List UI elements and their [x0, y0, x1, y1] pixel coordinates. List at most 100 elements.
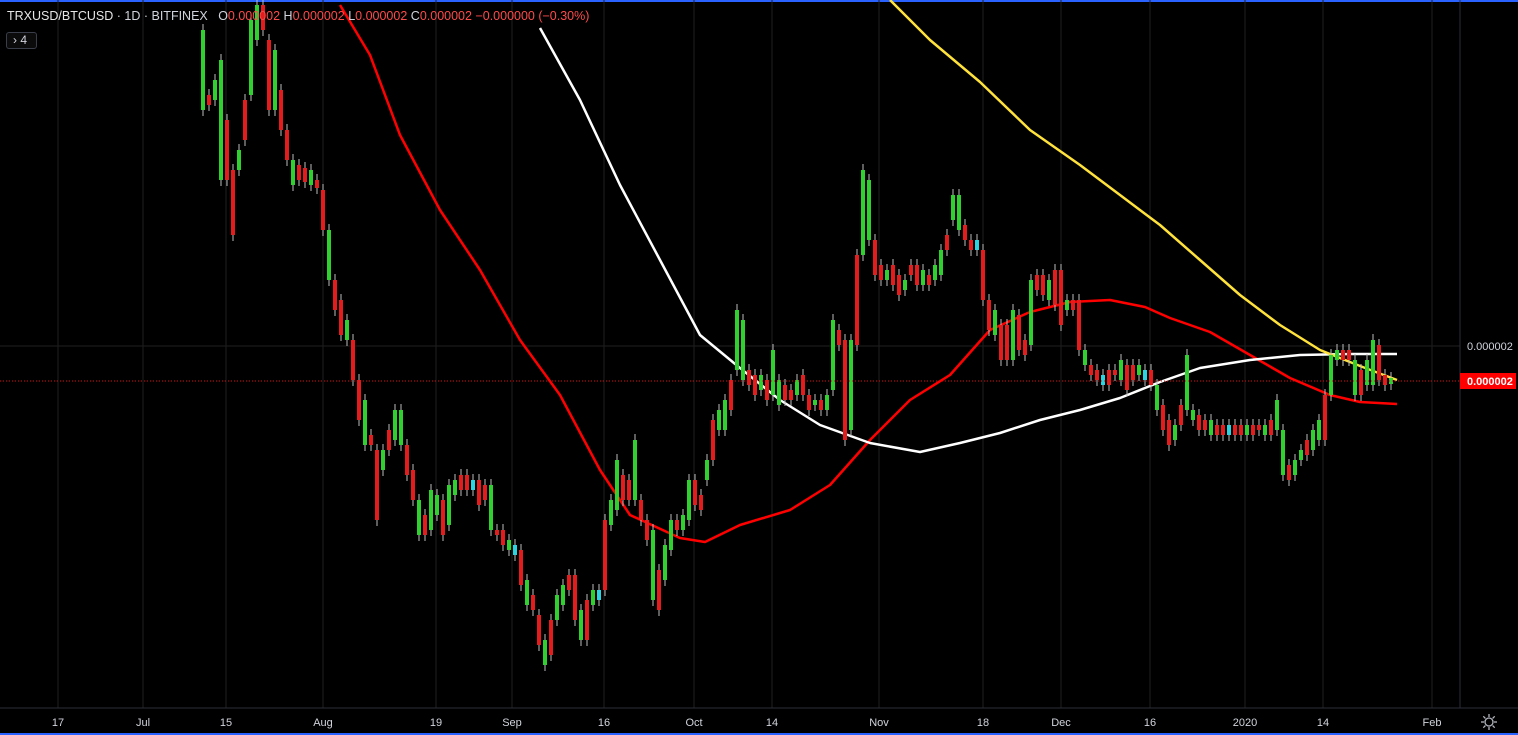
candle: [375, 450, 379, 520]
symbol-name[interactable]: TRXUSD/BTCUSD: [7, 9, 114, 23]
chevron-right-icon: ›: [13, 33, 17, 47]
candle: [1263, 425, 1267, 435]
candle: [411, 470, 415, 500]
candle: [1281, 430, 1285, 475]
candle: [207, 95, 211, 105]
candle: [549, 620, 553, 655]
indicators-toggle-button[interactable]: › 4: [6, 32, 37, 49]
candle: [699, 495, 703, 510]
candle: [945, 235, 949, 250]
candle: [465, 475, 469, 490]
time-tick-label: Oct: [685, 717, 702, 729]
candle: [807, 395, 811, 410]
candle: [933, 265, 937, 280]
low-label: L: [348, 9, 356, 23]
candle: [1023, 340, 1027, 355]
candle: [1095, 370, 1099, 380]
candle: [783, 385, 787, 400]
candle: [1185, 355, 1189, 410]
candle: [237, 150, 241, 170]
candle: [1275, 400, 1279, 430]
candle: [729, 380, 733, 410]
candle: [579, 610, 583, 640]
candle: [975, 240, 979, 250]
candle: [915, 265, 919, 285]
candle: [939, 250, 943, 275]
candle: [1299, 450, 1303, 460]
candle: [987, 300, 991, 330]
candle: [867, 180, 871, 240]
candle: [1227, 425, 1231, 435]
candle: [1005, 325, 1009, 360]
candle: [705, 460, 709, 480]
candle: [519, 550, 523, 585]
candle: [921, 270, 925, 285]
candles: [201, 0, 1393, 671]
candle: [1155, 385, 1159, 410]
candle: [1233, 425, 1237, 435]
candle: [993, 310, 997, 335]
candle: [627, 480, 631, 500]
candle: [1167, 420, 1171, 445]
candle: [1029, 280, 1033, 345]
time-tick-label: Dec: [1051, 717, 1071, 729]
candle: [765, 380, 769, 400]
candle: [609, 500, 613, 525]
candle: [1077, 300, 1081, 350]
candle: [819, 400, 823, 410]
time-tick-label: Jul: [136, 717, 150, 729]
candle: [483, 485, 487, 500]
candle: [669, 520, 673, 550]
last-price-label: 0.000002: [1467, 376, 1513, 388]
candle: [1389, 378, 1393, 384]
low-value: 0.000002: [355, 9, 408, 23]
candle: [381, 450, 385, 470]
candle: [489, 485, 493, 530]
candle: [399, 410, 403, 445]
grid: [0, 0, 1460, 708]
candle: [615, 460, 619, 510]
candle: [267, 40, 271, 110]
candle: [861, 170, 865, 255]
gear-icon[interactable]: [1480, 713, 1498, 731]
candle: [201, 30, 205, 110]
candle: [417, 500, 421, 535]
candle: [1257, 425, 1261, 430]
candle: [261, 5, 265, 30]
candle: [297, 165, 301, 180]
candle: [1353, 360, 1357, 395]
candle: [1149, 370, 1153, 385]
candle: [345, 320, 349, 340]
candle: [1101, 375, 1105, 385]
candle: [315, 180, 319, 188]
time-tick-label: 17: [52, 717, 64, 729]
candle: [1341, 350, 1345, 360]
interval[interactable]: 1D: [124, 9, 141, 23]
candle: [369, 435, 373, 445]
candle: [495, 530, 499, 535]
candle: [687, 480, 691, 520]
candle: [219, 60, 223, 180]
candle: [879, 265, 883, 280]
candle: [291, 160, 295, 185]
candle: [825, 395, 829, 410]
candle: [885, 270, 889, 280]
candle: [681, 515, 685, 530]
candle: [717, 410, 721, 430]
candle: [795, 380, 799, 395]
candle: [873, 240, 877, 275]
candle: [1179, 405, 1183, 425]
candle: [891, 265, 895, 285]
candle: [639, 500, 643, 520]
candle: [1047, 280, 1051, 300]
candle: [1203, 420, 1207, 430]
candle: [1065, 300, 1069, 310]
close-label: C: [410, 9, 420, 23]
candle: [1125, 365, 1129, 390]
candle: [555, 595, 559, 620]
candle: [1017, 315, 1021, 350]
candle: [957, 195, 961, 230]
close-value: 0.000002: [419, 9, 472, 23]
candle: [597, 590, 601, 600]
